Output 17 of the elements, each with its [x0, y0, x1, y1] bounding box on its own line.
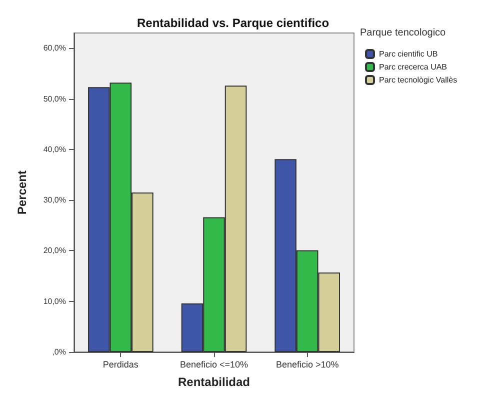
x-axis-title: Rentabilidad — [178, 375, 250, 389]
y-tick-label: 40,0% — [43, 144, 66, 154]
y-tick-label: ,0% — [52, 348, 66, 356]
x-tick-label: Perdidas — [102, 360, 139, 370]
y-tick-label: 10,0% — [43, 296, 66, 306]
x-tick-label: Beneficio <=10% — [180, 360, 248, 370]
legend-label: Parc cientific UB — [379, 50, 438, 58]
legend-title: Parque tencologico — [360, 28, 446, 38]
chart-title: Rentabilidad vs. Parque cientifico — [136, 16, 330, 30]
y-axis-title: Percent — [15, 170, 29, 215]
x-tick-label: Beneficio >10% — [276, 360, 339, 370]
y-tick-label: 50,0% — [43, 94, 66, 104]
legend-label: Parc tecnològic Vallès — [379, 76, 458, 84]
legend-label: Parc crecerca UAB — [379, 62, 448, 72]
y-tick-label: 20,0% — [43, 246, 66, 256]
y-tick-label: 30,0% — [43, 196, 66, 205]
y-tick-label: 60,0% — [43, 44, 66, 53]
